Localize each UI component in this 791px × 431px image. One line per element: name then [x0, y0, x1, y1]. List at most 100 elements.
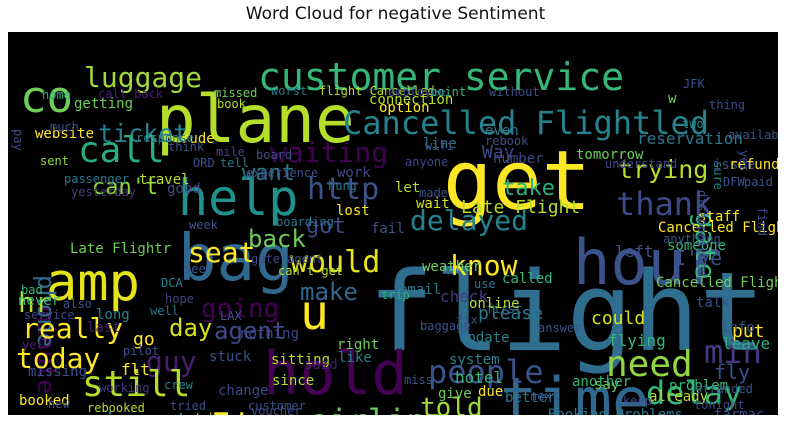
- cloud-word: Cancelled Flighted: [656, 275, 778, 291]
- cloud-word: another: [572, 374, 631, 390]
- cloud-word: thank: [616, 185, 712, 223]
- cloud-word: w: [668, 91, 677, 107]
- cloud-word: put: [732, 321, 765, 342]
- cloud-word: sitting: [271, 352, 330, 368]
- cloud-word: refund: [729, 157, 778, 173]
- cloud-word: change: [218, 383, 269, 399]
- cloud-word: fly: [714, 360, 750, 384]
- cloud-word: crew: [164, 378, 194, 392]
- cloud-word: info: [721, 320, 755, 336]
- cloud-word: called: [502, 271, 553, 287]
- cloud-word: bad: [21, 283, 43, 297]
- cloud-word: find: [755, 207, 769, 236]
- cloud-word: better: [505, 390, 556, 406]
- cloud-word: plane: [156, 81, 355, 158]
- cloud-word: stranded: [695, 382, 753, 396]
- cloud-word: due: [478, 384, 503, 400]
- cloud-word: board: [256, 148, 292, 162]
- cloud-word: tried: [170, 399, 206, 413]
- cloud-word: let: [395, 180, 420, 196]
- cloud-word: airport: [88, 408, 189, 415]
- cloud-word: email: [399, 282, 441, 298]
- cloud-word: sure: [711, 161, 725, 190]
- cloud-word: booked: [19, 393, 70, 409]
- cloud-word: today: [16, 342, 100, 375]
- cloud-word: see: [184, 262, 206, 276]
- cloud-word: please: [478, 303, 543, 324]
- cloud-word: delayed: [410, 204, 528, 237]
- cloud-word: response: [136, 131, 194, 145]
- cloud-word: hope: [165, 292, 194, 306]
- cloud-word: use: [474, 277, 496, 291]
- cloud-word: told: [420, 393, 483, 415]
- cloud-word: working: [99, 381, 150, 395]
- cloud-word: hr: [18, 286, 52, 319]
- cloud-word: online: [469, 296, 520, 312]
- cloud-word: give: [438, 386, 472, 402]
- cloud-word: tomorrow: [576, 147, 644, 163]
- cloud-word: get: [443, 134, 591, 229]
- cloud-word: yesterday: [71, 185, 136, 199]
- cloud-word: help: [178, 169, 298, 227]
- cloud-word: luggage: [84, 61, 202, 94]
- cloud-word: last: [87, 320, 121, 336]
- cloud-word: update: [459, 330, 510, 346]
- cloud-word: boarding: [276, 215, 334, 229]
- cloud-word: got: [306, 214, 346, 239]
- cloud-word: flight: [368, 248, 765, 376]
- cloud-word: work: [337, 165, 371, 181]
- cloud-word: min: [704, 333, 762, 371]
- cloud-word: back: [248, 225, 306, 253]
- cloud-word: home: [42, 88, 71, 102]
- cloud-word: travel: [139, 172, 190, 188]
- cloud-word: said: [304, 357, 338, 373]
- cloud-word: answer: [538, 321, 581, 335]
- cloud-word: hotel: [455, 368, 503, 387]
- cloud-word: talk: [696, 295, 730, 311]
- cloud-word: wait: [416, 196, 450, 212]
- cloud-word: number: [493, 151, 544, 167]
- cloud-word: phone: [32, 275, 60, 347]
- cloud-word: DFW: [723, 175, 745, 189]
- cloud-word: fix: [456, 313, 478, 327]
- cloud-word: staff: [698, 209, 740, 225]
- figure-title: Word Cloud for negative Sentiment: [245, 4, 546, 24]
- cloud-word: issue: [713, 157, 755, 173]
- cloud-word: anything: [663, 232, 721, 246]
- cloud-word: leave: [722, 334, 770, 353]
- cloud-word: employee: [388, 85, 446, 99]
- cloud-word: reservation: [637, 129, 743, 148]
- cloud-word: I've: [674, 246, 722, 270]
- cloud-word: pay: [11, 129, 25, 151]
- cloud-word: unacceptable: [144, 411, 231, 415]
- cloud-word: keep: [623, 394, 652, 408]
- cloud-word: wifi: [425, 139, 454, 153]
- cloud-word: Cancelled Flight: [658, 220, 778, 236]
- cloud-word: week: [189, 218, 219, 232]
- cloud-word: going: [201, 294, 279, 324]
- cloud-word: baggage: [420, 319, 471, 333]
- cloud-word: missed: [214, 86, 257, 100]
- cloud-word: hour: [573, 226, 722, 299]
- cloud-word: book: [217, 97, 247, 111]
- cloud-word: passenger: [64, 172, 129, 186]
- cloud-word: well: [150, 304, 179, 318]
- cloud-word: think: [168, 140, 205, 154]
- cloud-word: getting: [74, 96, 133, 112]
- cloud-word: flying: [608, 331, 666, 350]
- cloud-word: flight Cancelled: [319, 84, 435, 98]
- cloud-word: good: [167, 181, 201, 197]
- cloud-word: already: [649, 389, 708, 405]
- cloud-word: amp: [46, 253, 140, 313]
- cloud-word: would: [290, 245, 380, 280]
- cloud-background: [8, 32, 778, 415]
- cloud-word: even: [485, 123, 519, 139]
- cloud-word: pilot: [123, 344, 159, 358]
- cloud-word: gate: [689, 212, 722, 279]
- cloud-word: tonight: [694, 398, 745, 412]
- cloud-word: waiting: [270, 136, 388, 169]
- cloud-word: tarmac: [714, 407, 765, 415]
- cloud-word: yet: [22, 338, 44, 352]
